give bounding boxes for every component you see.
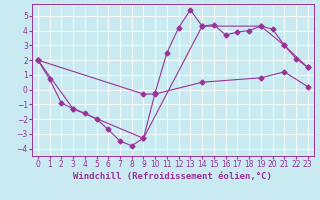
X-axis label: Windchill (Refroidissement éolien,°C): Windchill (Refroidissement éolien,°C) — [73, 172, 272, 181]
